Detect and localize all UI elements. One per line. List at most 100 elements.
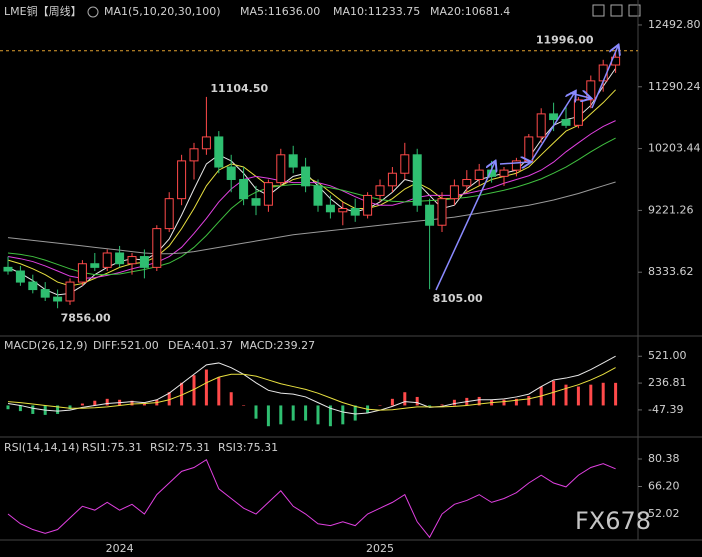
candle-body	[524, 136, 534, 162]
y-tick-label: 10203.44	[648, 142, 701, 155]
candle-body	[115, 252, 125, 265]
panel-title: LME铜【周线】	[4, 4, 82, 18]
candle-body	[325, 204, 335, 213]
y-tick-label: 236.81	[648, 376, 687, 389]
candle-body	[164, 198, 174, 230]
icon[interactable]	[592, 4, 605, 17]
x-tick-label: 2024	[106, 542, 134, 555]
macd-bar	[291, 405, 295, 421]
macd-bar	[403, 392, 407, 406]
macd-bar	[304, 405, 308, 421]
candle-body	[511, 160, 521, 171]
candle-body	[462, 178, 472, 187]
y-tick-label: 521.00	[648, 349, 687, 362]
panel-title: MACD(26,12,9)	[4, 339, 88, 352]
candle-body	[127, 256, 137, 265]
candle-body	[499, 169, 509, 177]
candle-body	[573, 99, 583, 126]
add-icon[interactable]	[87, 6, 99, 18]
candle-body	[313, 185, 323, 206]
legend-entry: MACD:239.27	[240, 339, 315, 352]
y-tick-label: 11290.24	[648, 80, 701, 93]
y-tick-label: 9221.26	[648, 203, 694, 216]
candle-body	[40, 289, 50, 298]
indicator-line	[7, 355, 616, 415]
legend-entry: DEA:401.37	[168, 339, 233, 352]
macd-bar	[105, 398, 109, 406]
candle-body	[77, 263, 87, 283]
arrow	[531, 92, 575, 161]
arrow	[435, 162, 495, 291]
candle-body	[425, 204, 435, 226]
icon[interactable]	[610, 4, 623, 17]
candle-body	[474, 169, 484, 180]
y-tick-label: -47.39	[648, 403, 683, 416]
macd-bar	[428, 405, 432, 407]
arrow	[591, 46, 618, 109]
candle-body	[437, 198, 447, 226]
legend-entry: MA10:11233.75	[333, 5, 420, 18]
y-tick-label: 12492.80	[648, 18, 701, 31]
candle-body	[139, 256, 149, 268]
icon[interactable]	[628, 4, 641, 17]
candle-body	[536, 113, 546, 138]
low-label: 7856.00	[61, 311, 111, 324]
macd-bar	[80, 403, 84, 406]
window-icons[interactable]	[87, 4, 641, 18]
macd-bar	[614, 382, 618, 406]
macd-bar	[601, 382, 605, 406]
macd-bar	[316, 405, 320, 425]
indicator-line	[7, 68, 617, 296]
macd-bar	[440, 404, 444, 406]
candle-body	[214, 136, 224, 168]
indicator-line	[7, 459, 616, 539]
macd-bar	[266, 405, 270, 427]
macd-bar	[229, 392, 233, 406]
candle-body	[189, 148, 199, 162]
candle-body	[549, 113, 559, 121]
macd-bar	[564, 384, 568, 406]
candle-body	[251, 198, 261, 206]
x-tick-label: 2025	[366, 542, 394, 555]
candle-body	[28, 281, 38, 291]
legend-entry: RSI1:75.31	[82, 441, 142, 454]
macd-bar	[242, 405, 246, 406]
candle-body	[288, 154, 298, 168]
candle-body	[15, 270, 25, 283]
macd-bar	[254, 405, 258, 419]
macd-bar	[68, 405, 72, 410]
macd-bar	[341, 405, 345, 425]
arrow	[499, 162, 530, 164]
macd-bar	[527, 396, 531, 406]
indicator-line	[7, 181, 616, 255]
y-tick-label: 8333.62	[648, 265, 694, 278]
macd-bar	[180, 382, 184, 406]
candle-body	[561, 119, 571, 126]
legend-entry: MA20:10681.4	[430, 5, 510, 18]
macd-bar	[217, 377, 221, 406]
candle-body	[226, 166, 236, 180]
macd-bar	[378, 405, 382, 406]
macd-bar	[576, 386, 580, 406]
candle-body	[412, 154, 422, 206]
macd-bar	[552, 380, 556, 406]
legend-entry: RSI2:75.31	[150, 441, 210, 454]
legend-entry: DIFF:521.00	[93, 339, 159, 352]
macd-bar	[452, 399, 456, 406]
candle-body	[387, 172, 397, 187]
indicator-line	[7, 137, 616, 276]
arrow	[569, 93, 590, 98]
low-label: 8105.00	[433, 292, 483, 305]
panel-title: RSI(14,14,14)	[4, 441, 79, 454]
indicator-label: MA1(5,10,20,30,100)	[104, 5, 221, 18]
candle-body	[102, 252, 112, 268]
candle-body	[301, 166, 311, 187]
legend-entry: MA5:11636.00	[240, 5, 320, 18]
trend-arrows	[435, 46, 618, 291]
candle-body	[400, 154, 410, 174]
candle-body	[177, 160, 187, 200]
macd-bar	[31, 405, 35, 414]
y-tick-label: 66.20	[648, 479, 680, 492]
candle-body	[363, 194, 373, 216]
macd-bar	[514, 398, 518, 406]
